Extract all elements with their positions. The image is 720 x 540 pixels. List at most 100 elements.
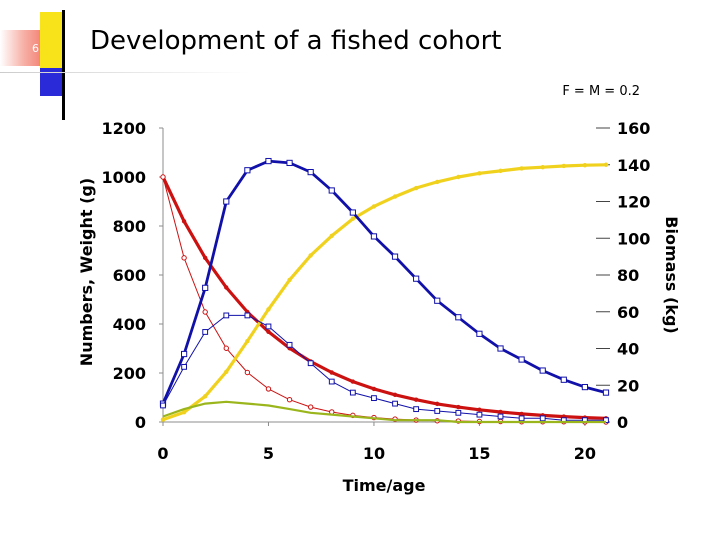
data-point (539, 415, 546, 422)
data-point (498, 168, 503, 174)
series-line-catch-biomass (162, 400, 606, 424)
data-point (181, 363, 187, 370)
x-tick-label: 10 (363, 444, 385, 463)
series-weight (160, 162, 609, 422)
title-decoration-yellow-block (40, 12, 64, 72)
data-point (181, 410, 187, 415)
data-point (540, 165, 545, 170)
data-point (435, 401, 440, 407)
data-point (371, 386, 377, 392)
data-point (202, 309, 208, 315)
left-tick-label: 400 (113, 315, 146, 334)
slide-title: Development of a fished cohort (90, 26, 502, 56)
chart-annotation: F = M = 0.2 (562, 84, 640, 99)
data-point (561, 163, 567, 169)
data-point (223, 312, 230, 319)
series-line-weight (162, 163, 607, 422)
series-biomass-fished (160, 312, 609, 424)
series-line-biomass-fished (162, 314, 606, 421)
data-point (477, 171, 482, 176)
slide-number: 6 (32, 42, 39, 55)
data-point (223, 345, 229, 351)
right-tick-label: 120 (617, 193, 650, 212)
data-point (244, 312, 251, 319)
left-tick-label: 800 (113, 217, 146, 236)
data-point (202, 284, 209, 291)
data-point (244, 167, 251, 174)
data-point (307, 360, 314, 367)
data-point (224, 369, 229, 374)
left-tick-label: 200 (113, 364, 146, 383)
data-point (286, 159, 293, 167)
right-tick-label: 100 (617, 229, 650, 248)
data-point (413, 397, 419, 402)
data-point (328, 378, 335, 385)
data-point (350, 216, 356, 221)
right-tick-label: 20 (617, 376, 639, 395)
x-axis-title: Time/age (343, 476, 426, 495)
data-point (224, 285, 229, 290)
data-point (371, 395, 377, 402)
data-point (434, 297, 441, 304)
data-point (265, 386, 272, 392)
left-tick-label: 600 (113, 266, 146, 285)
x-tick-label: 0 (157, 444, 168, 463)
data-point (160, 417, 166, 422)
data-point (497, 413, 504, 420)
chart-series (159, 157, 610, 425)
x-tick-label: 15 (468, 444, 490, 463)
data-point (456, 404, 461, 410)
left-axis-title: Numbers, Weight (g) (77, 178, 96, 366)
series-line-numbers-unfished (161, 176, 607, 420)
data-point (413, 406, 420, 413)
data-point (455, 314, 462, 321)
left-axis-ticks: 0 200 400 600 800 1000 1200 (101, 119, 163, 432)
series-catch-biomass (162, 400, 606, 424)
data-point (223, 198, 230, 205)
data-point (286, 341, 293, 348)
data-point (266, 307, 271, 312)
data-point (455, 409, 462, 416)
data-point (287, 277, 292, 283)
left-tick-label: 1200 (101, 119, 146, 138)
right-tick-label: 80 (617, 266, 639, 285)
data-point (413, 185, 419, 191)
data-point (244, 369, 251, 376)
series-line-biomass-unfished (161, 159, 607, 405)
data-point (329, 370, 334, 375)
data-point (328, 187, 335, 194)
x-axis-ticks: 0 5 10 15 20 (157, 422, 596, 463)
data-point (392, 392, 398, 398)
data-point (329, 233, 334, 238)
data-point (308, 253, 313, 258)
data-point (518, 415, 525, 422)
series-numbers-unfished (160, 174, 609, 421)
data-point (392, 194, 398, 199)
series-line-numbers-fished (162, 176, 606, 423)
data-point (202, 394, 208, 399)
data-point (476, 330, 483, 337)
data-point (519, 411, 524, 417)
data-point (370, 233, 378, 240)
data-point (266, 329, 271, 335)
data-point (245, 338, 250, 344)
data-point (181, 255, 187, 261)
data-point (456, 174, 461, 180)
data-point (202, 329, 209, 335)
data-point (181, 219, 187, 224)
x-tick-label: 20 (574, 444, 596, 463)
data-point (286, 397, 293, 403)
data-point (350, 379, 356, 384)
data-point (371, 204, 377, 209)
data-point (160, 174, 166, 180)
data-point (413, 275, 420, 282)
data-point (391, 253, 399, 260)
left-tick-label: 0 (135, 413, 146, 432)
data-point (602, 389, 610, 396)
data-point (498, 409, 503, 415)
right-tick-label: 0 (617, 413, 628, 432)
data-point (265, 323, 272, 330)
data-point (307, 169, 314, 176)
data-point (519, 166, 524, 171)
